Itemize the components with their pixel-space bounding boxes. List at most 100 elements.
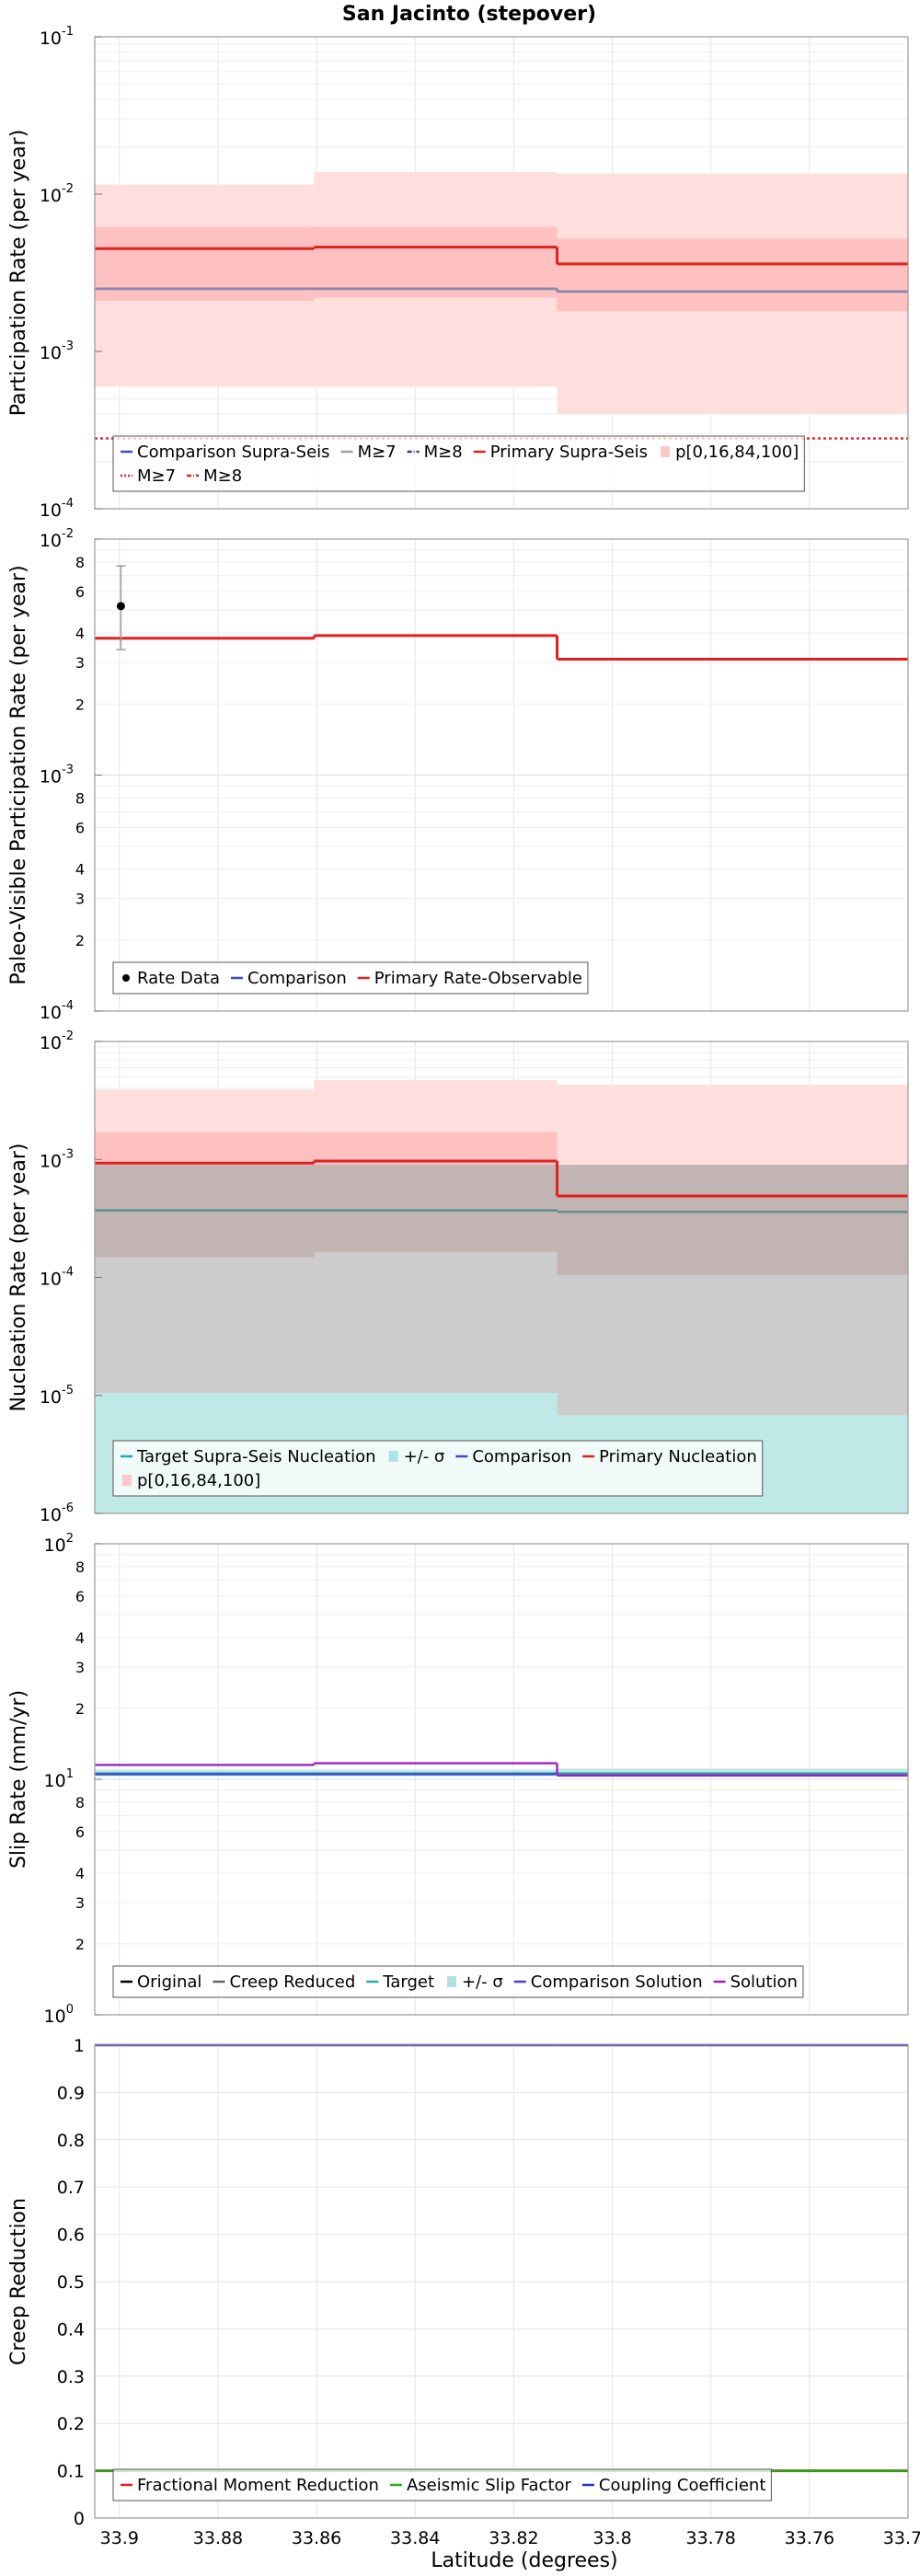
legend-label: M≥7 <box>358 443 397 462</box>
y-tick-label: 10-6 <box>40 1501 74 1525</box>
x-tick-label: 33.84 <box>390 2528 440 2548</box>
y-minor-tick-label: 2 <box>75 696 85 713</box>
legend-item: M≥7 <box>340 443 397 462</box>
legend-item: +/- σ <box>388 1447 445 1466</box>
legend-label: +/- σ <box>404 1447 445 1466</box>
legend-item: Original <box>121 1972 201 1992</box>
legend-item: Comparison Supra-Seis <box>121 443 330 462</box>
panel-1: 10-4 10-3 10-2 10-1 Participation Rate (per … <box>7 25 909 521</box>
legend-marker <box>447 1976 456 1987</box>
plot-frame <box>94 2044 909 2519</box>
legend-label: Comparison <box>247 969 347 988</box>
y-minor-tick-label: 8 <box>75 554 85 571</box>
y-axis-label: Nucleation Rate (per year) <box>7 1144 30 1412</box>
y-tick-label: 10-2 <box>40 182 74 206</box>
data-point <box>116 602 125 611</box>
legend-item: Primary Supra-Seis <box>473 443 648 462</box>
panel-4: 100 101 102 2 3 4 6 8 2 3 4 6 8 Slip Rate (mm/yr) Orig… <box>7 1532 909 2027</box>
y-axis-label: Paleo-Visible Participation Rate (per ye… <box>7 565 30 984</box>
band-segment <box>314 1132 558 1171</box>
y-tick-label: 10-4 <box>40 999 74 1023</box>
band-segment <box>557 1165 908 1275</box>
legend-box <box>112 1965 804 1998</box>
y-tick-label: 0.3 <box>57 2367 85 2387</box>
y-minor-tick-label: 3 <box>75 1894 85 1912</box>
legend-item: Target Supra-Seis Nucleation <box>121 1447 376 1466</box>
legend-label: Comparison Solution <box>531 1972 703 1992</box>
band-segment <box>314 1165 558 1252</box>
y-tick-label: 10-2 <box>40 527 74 551</box>
y-minor-tick-label: 4 <box>75 861 85 879</box>
legend-item: Comparison <box>455 1447 571 1466</box>
legend-label: +/- σ <box>462 1972 503 1992</box>
legend-marker <box>122 1475 132 1486</box>
legend-item: Primary Rate-Observable <box>357 969 582 988</box>
y-tick-label: 10-3 <box>40 339 74 363</box>
y-minor-tick-label: 3 <box>75 654 85 672</box>
y-tick-label: 0.9 <box>57 2083 85 2103</box>
legend-item: Fractional Moment Reduction <box>121 2476 379 2495</box>
y-minor-tick-label: 2 <box>75 1936 85 1953</box>
legend-label: Comparison <box>472 1447 571 1466</box>
legend-item: M≥8 <box>407 443 463 462</box>
legend-marker <box>122 974 130 982</box>
y-minor-tick-label: 3 <box>75 891 85 908</box>
legend-item: Comparison Solution <box>513 1972 703 1992</box>
legend-item: +/- σ <box>447 1972 503 1992</box>
y-tick-label: 0 <box>74 2509 85 2529</box>
legend-label: p[0,16,84,100] <box>675 443 799 462</box>
legend-item: M≥7 <box>121 466 176 486</box>
legend-label: Coupling Coefficient <box>599 2476 765 2495</box>
legend-marker <box>661 446 671 457</box>
y-tick-label: 10-3 <box>40 1147 74 1171</box>
legend-item: Creep Reduced <box>213 1972 355 1992</box>
x-tick-label: 33.76 <box>785 2528 834 2548</box>
y-tick-label: 0.6 <box>57 2225 85 2246</box>
legend-label: Rate Data <box>137 969 220 988</box>
y-tick-label: 0.8 <box>57 2131 85 2151</box>
legend-item: p[0,16,84,100] <box>122 1471 260 1490</box>
legend-label: Target <box>382 1972 434 1992</box>
y-minor-tick-label: 8 <box>75 1794 85 1811</box>
y-minor-tick-label: 4 <box>75 625 85 642</box>
y-tick-label: 0.1 <box>57 2462 85 2482</box>
y-minor-tick-label: 6 <box>75 1588 85 1605</box>
legend-box <box>112 1440 764 1497</box>
legend-item: Comparison <box>230 969 347 988</box>
legend-label: Target Supra-Seis Nucleation <box>136 1447 376 1466</box>
legend-item: Rate Data <box>122 969 220 988</box>
y-tick-label: 102 <box>44 1532 74 1556</box>
y-minor-tick-label: 3 <box>75 1659 85 1676</box>
y-tick-label: 101 <box>44 1767 74 1791</box>
legend-item: Coupling Coefficient <box>581 2476 765 2495</box>
x-tick-label: 33.88 <box>193 2528 243 2548</box>
legend-label: M≥8 <box>424 443 463 462</box>
band-segment <box>557 1085 908 1171</box>
y-tick-label: 0.5 <box>57 2272 85 2293</box>
legend-label: p[0,16,84,100] <box>137 1471 260 1490</box>
y-tick-label: 10-5 <box>40 1384 74 1408</box>
x-tick-label: 33.82 <box>489 2528 538 2548</box>
y-axis-label: Slip Rate (mm/yr) <box>7 1690 30 1869</box>
legend-label: M≥8 <box>203 466 242 486</box>
legend-item: Solution <box>713 1972 798 1992</box>
legend-label: Primary Supra-Seis <box>490 443 648 462</box>
y-tick-label: 10-4 <box>40 497 74 521</box>
panel-3: 10-6 10-5 10-4 10-3 10-2 Nucleation Rate (per… <box>7 1029 909 1525</box>
y-axis-label: Participation Rate (per year) <box>7 130 30 417</box>
band-segment <box>314 226 558 298</box>
x-tick-label: 33.9 <box>100 2528 139 2548</box>
legend-item: Primary Nucleation <box>582 1447 757 1466</box>
y-tick-label: 10-1 <box>40 25 74 49</box>
y-tick-label: 10-3 <box>40 764 74 788</box>
legend-box <box>112 2468 772 2501</box>
y-axis-label: Creep Reduction <box>7 2198 30 2365</box>
y-tick-label: 0.4 <box>57 2319 85 2340</box>
band-segment <box>557 238 908 312</box>
legend-label: Primary Nucleation <box>599 1447 757 1466</box>
legend-label: Primary Rate-Observable <box>374 969 582 988</box>
legend-label: Fractional Moment Reduction <box>137 2476 379 2495</box>
x-tick-label: 33.74 <box>883 2528 920 2548</box>
figure-title: San Jacinto (stepover) <box>342 3 596 26</box>
legend-box <box>112 961 589 995</box>
